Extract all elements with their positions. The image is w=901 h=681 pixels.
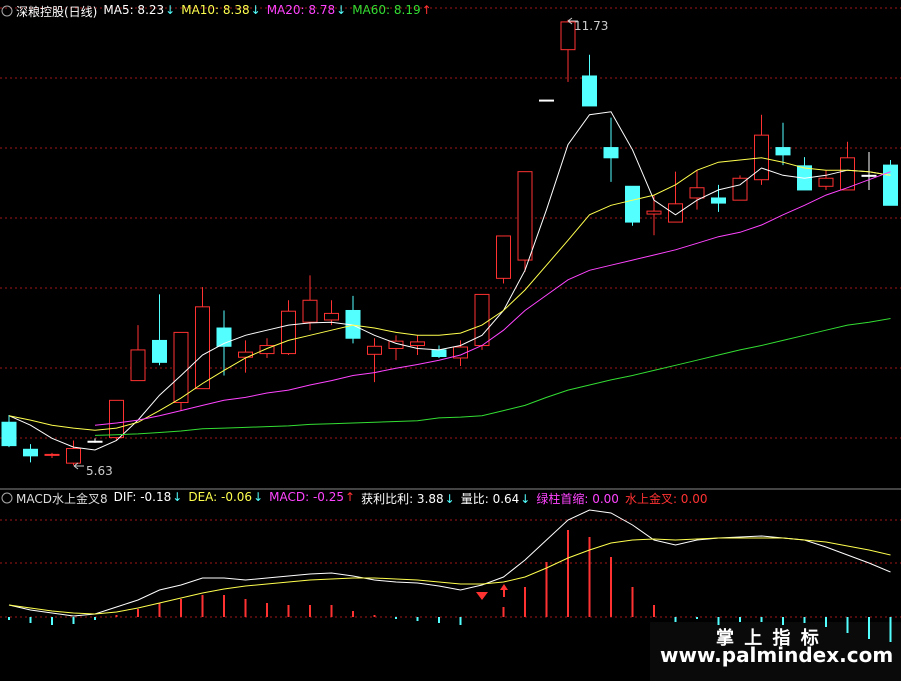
- legend-label: 获利比利: 3.88: [361, 492, 444, 506]
- legend-label: MA5: 8.23: [103, 3, 165, 17]
- candle-body: [367, 345, 382, 355]
- candle-body: [668, 203, 683, 223]
- legend-label: MACD: -0.25: [269, 490, 345, 504]
- legend-label: MA10: 8.38: [181, 3, 250, 17]
- annotation: 5.63: [86, 464, 113, 478]
- candle-body: [840, 157, 855, 191]
- grid: [0, 7, 901, 618]
- candle-body: [109, 399, 124, 439]
- candle-body: [560, 21, 576, 51]
- buy-arrow: [500, 584, 508, 597]
- candle-body: [130, 349, 146, 382]
- candle-body: [66, 448, 81, 464]
- candle-body: [539, 99, 554, 102]
- ma-line: [8, 111, 891, 451]
- annotation-arrow: [73, 462, 84, 470]
- legend-arrow: ↓: [336, 3, 347, 17]
- candle-body: [173, 331, 189, 404]
- macd-header: MACD水上金叉8 DIF: -0.18↓ DEA: -0.06↓ MACD: -0.…: [16, 490, 708, 507]
- watermark-url: www.palmindex.com: [660, 643, 894, 667]
- candle-body: [281, 310, 296, 355]
- candle-body: [496, 235, 511, 279]
- watermark-title: 掌 上 指 标: [716, 628, 821, 649]
- legend-item: 绿柱首缩: 0.00: [536, 490, 619, 507]
- legend-arrow: ↓: [165, 3, 176, 17]
- candle-body: [87, 440, 103, 443]
- legend-item: DEA: -0.06↓: [188, 490, 263, 507]
- legend-arrow: ↓: [250, 3, 261, 17]
- legend-label: DEA: -0.06: [188, 490, 253, 504]
- candle-body: [861, 174, 877, 177]
- candle-body: [711, 197, 726, 204]
- legend-item: MA5: 8.23↓: [103, 3, 175, 20]
- candle-body: [582, 75, 597, 107]
- candle-body: [517, 171, 533, 261]
- candle-body: [646, 210, 662, 215]
- legend-item: MA60: 8.19↑: [352, 3, 431, 20]
- legend-label: MA60: 8.19: [352, 3, 421, 17]
- legend-label: 水上金叉: 0.00: [624, 492, 708, 506]
- main-header: 深粮控股(日线) MA5: 8.23↓ MA10: 8.38↓ MA20: 8.78↓…: [16, 3, 432, 20]
- candle-body: [44, 453, 60, 456]
- candle-body: [689, 187, 705, 199]
- candle-body: [259, 345, 275, 355]
- annotation: 11.73: [574, 19, 608, 33]
- legend-arrow: ↓: [444, 492, 455, 506]
- watermark-bg: [650, 622, 901, 681]
- legend-label: DIF: -0.18: [113, 490, 172, 504]
- candle-body: [453, 346, 468, 359]
- legend-item: 获利比利: 3.88↓: [361, 490, 455, 507]
- macd-title: MACD水上金叉8: [16, 492, 108, 506]
- legend-item: DIF: -0.18↓: [114, 490, 183, 507]
- candle-body: [238, 351, 253, 358]
- legend-arrow: ↑: [421, 3, 432, 17]
- ma-line: [94, 171, 891, 426]
- legend-arrow: ↓: [253, 490, 264, 504]
- candle-body: [625, 185, 640, 223]
- legend-arrow: ↑: [345, 490, 356, 504]
- menu-icon[interactable]: [1, 492, 13, 504]
- candle-body: [324, 312, 339, 321]
- annotation-arrow: [567, 17, 578, 25]
- candle-body: [603, 147, 619, 159]
- legend-label: MA20: 8.78: [266, 3, 336, 17]
- candle-body: [775, 147, 791, 156]
- golden-cross-icon: [476, 592, 488, 600]
- menu-icon[interactable]: [1, 5, 13, 17]
- candle-body: [732, 177, 748, 201]
- candle-body: [410, 341, 425, 347]
- legend-item: 量比: 0.64↓: [461, 490, 531, 507]
- ma-line: [8, 509, 891, 617]
- legend-arrow: ↓: [172, 490, 183, 504]
- legend-item: MA10: 8.38↓: [181, 3, 260, 20]
- legend-arrow: ↓: [520, 492, 531, 506]
- candle-body: [23, 448, 38, 457]
- ma-line: [8, 537, 891, 615]
- ma-line: [94, 318, 891, 436]
- legend-label: 绿柱首缩: 0.00: [536, 492, 619, 506]
- legend-item: MACD: -0.25↑: [269, 490, 355, 507]
- legend-label: 量比: 0.64: [460, 492, 520, 506]
- candle-body: [431, 349, 447, 358]
- candle-body: [883, 164, 898, 206]
- ma-line: [8, 157, 891, 431]
- candle-body: [1, 421, 17, 447]
- candle-body: [152, 339, 167, 363]
- candle-body: [195, 306, 210, 390]
- legend-item: 水上金叉: 0.00: [625, 490, 708, 507]
- legend-item: MA20: 8.78↓: [267, 3, 346, 20]
- candle-body: [818, 177, 834, 187]
- candle-body: [302, 299, 318, 323]
- stock-title: 深粮控股(日线): [16, 5, 98, 19]
